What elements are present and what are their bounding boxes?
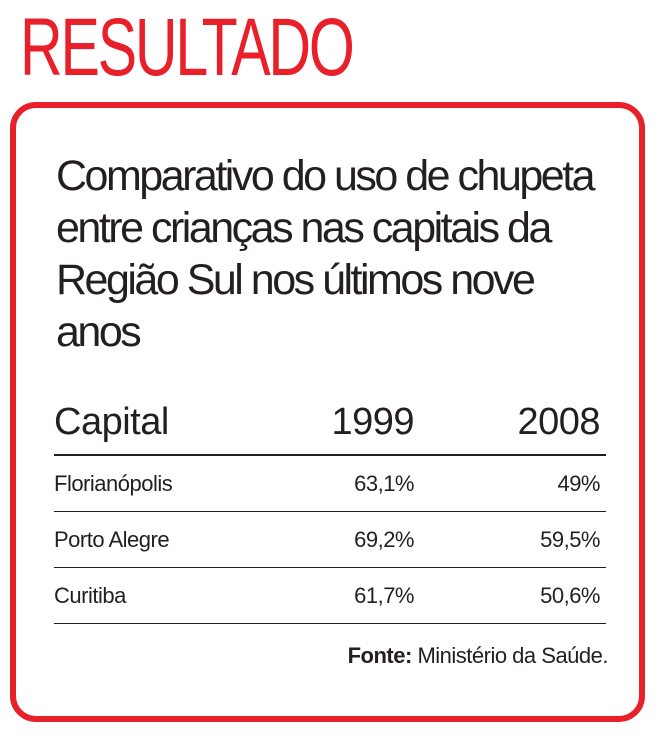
source-note: Fonte: Ministério da Saúde. bbox=[347, 643, 609, 669]
source-label: Fonte: bbox=[347, 643, 413, 668]
table-row: Curitiba 61,7% 50,6% bbox=[54, 567, 606, 624]
cell-1999: 63,1% bbox=[304, 455, 420, 512]
cell-capital: Curitiba bbox=[54, 567, 304, 624]
cell-capital: Florianópolis bbox=[54, 455, 304, 512]
data-table: Capital 1999 2008 Florianópolis 63,1% 49… bbox=[54, 390, 606, 624]
cell-2008: 49% bbox=[420, 455, 606, 512]
table-row: Porto Alegre 69,2% 59,5% bbox=[54, 511, 606, 568]
column-header-capital: Capital bbox=[54, 390, 304, 456]
cell-capital: Porto Alegre bbox=[54, 511, 304, 568]
cell-2008: 50,6% bbox=[420, 567, 606, 624]
cell-1999: 61,7% bbox=[304, 567, 420, 624]
column-header-2008: 2008 bbox=[420, 390, 606, 456]
table-row: Florianópolis 63,1% 49% bbox=[54, 455, 606, 512]
column-header-1999: 1999 bbox=[304, 390, 420, 456]
cell-2008: 59,5% bbox=[420, 511, 606, 568]
table-header-row: Capital 1999 2008 bbox=[54, 390, 606, 456]
cell-1999: 69,2% bbox=[304, 511, 420, 568]
chart-title: Comparativo do uso de chupeta entre cria… bbox=[56, 152, 596, 356]
source-text: Ministério da Saúde. bbox=[417, 643, 608, 668]
section-title: RESULTADO bbox=[20, 2, 355, 93]
